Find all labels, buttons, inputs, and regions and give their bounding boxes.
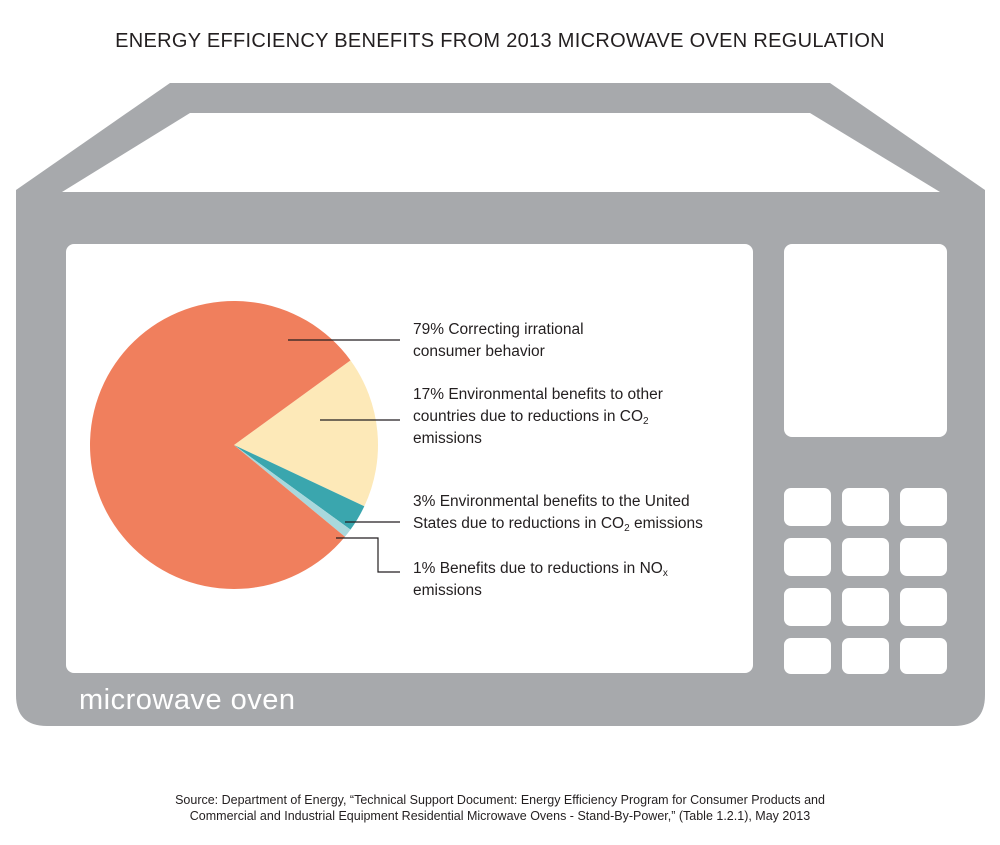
- keypad-button: [900, 488, 947, 526]
- pie-slice-17: [234, 360, 379, 507]
- keypad-button: [842, 538, 889, 576]
- keypad-button: [784, 638, 831, 674]
- keypad-button: [900, 538, 947, 576]
- leader-lines: [288, 339, 400, 573]
- keypad-button: [900, 588, 947, 626]
- keypad-button: [842, 638, 889, 674]
- legend-label-1: 1% Benefits due to reductions in NOx emi…: [413, 560, 668, 599]
- pie-slice-1: [234, 445, 351, 537]
- legend-label-17: 17% Environmental benefits to other coun…: [413, 386, 663, 447]
- oven-label: microwave oven: [79, 684, 296, 716]
- source-note: Source: Department of Energy, “Technical…: [175, 793, 825, 823]
- chart-title: ENERGY EFFICIENCY BENEFITS FROM 2013 MIC…: [115, 30, 885, 52]
- leader-line-1: [336, 537, 400, 573]
- keypad-button: [842, 588, 889, 626]
- pie-slice-3: [234, 445, 365, 530]
- legend-label-79: 79% Correcting irrational consumer behav…: [413, 321, 584, 360]
- oven-keypad: [784, 488, 947, 674]
- keypad-button: [900, 638, 947, 674]
- keypad-button: [784, 588, 831, 626]
- keypad-button: [784, 488, 831, 526]
- pie-slice-79: [89, 300, 351, 589]
- oven-display: [784, 244, 947, 437]
- oven-top-panel: [62, 113, 940, 192]
- keypad-button: [842, 488, 889, 526]
- pie-chart: [89, 300, 379, 589]
- legend-label-3: 3% Environmental benefits to the United …: [413, 493, 703, 534]
- keypad-button: [784, 538, 831, 576]
